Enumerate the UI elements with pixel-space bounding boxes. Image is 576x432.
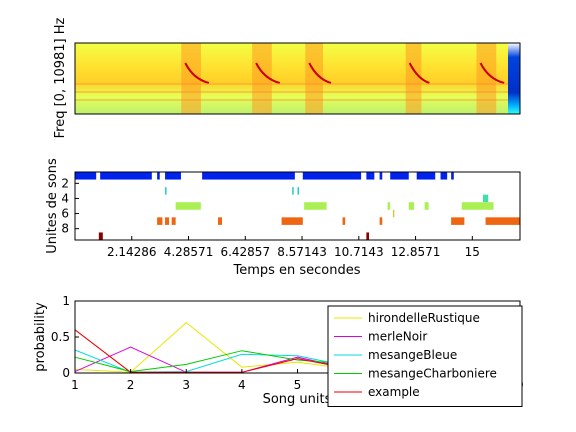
unit-segment	[218, 217, 223, 225]
legend-entry: merleNoir	[368, 330, 427, 344]
legend: hirondelleRustique merleNoir mesangeBleue m…	[327, 305, 523, 407]
spectrogram-ylabel: Freq [0, 10981] Hz	[53, 17, 68, 138]
probability-ylabel: probability	[33, 302, 48, 372]
x-tick-label: 2	[127, 378, 135, 392]
unit-segment	[297, 187, 299, 195]
units-panel: 2.14286 4.28571 6.42857 8.57143 10.7143 12.85…	[45, 158, 521, 278]
unit-segment	[366, 232, 370, 240]
x-tick-label: 8.57143	[277, 245, 327, 259]
unit-segment	[379, 172, 383, 180]
spectrogram-call-trace	[255, 62, 281, 84]
x-tick-label: 15	[465, 245, 480, 259]
unit-segment	[366, 172, 375, 180]
unit-segment	[451, 217, 465, 225]
unit-segment	[302, 172, 362, 180]
spectrogram-call-trace	[479, 62, 505, 84]
unit-segment	[387, 202, 391, 210]
unit-segment	[292, 187, 294, 195]
x-tick-label: 6.42857	[220, 245, 270, 259]
units-ylabel: Unites de sons	[45, 158, 60, 254]
spectrogram-burst	[181, 43, 201, 114]
unit-segment	[390, 172, 409, 180]
spectrogram-burst	[305, 43, 323, 114]
unit-segment	[157, 172, 160, 180]
units-frame	[74, 171, 521, 241]
unit-segment	[482, 194, 489, 203]
y-tick-label: 8	[61, 222, 69, 236]
spectrogram-call-trace	[408, 62, 430, 84]
y-tick-label: 6	[61, 207, 69, 221]
spectrogram-frame	[74, 42, 521, 115]
unit-segment	[171, 217, 176, 225]
unit-segment	[461, 202, 494, 210]
legend-entry: mesangeCharboniere	[368, 367, 497, 381]
spectrogram-burst	[252, 43, 272, 114]
y-tick-label: 2	[61, 176, 69, 190]
unit-segment	[424, 202, 429, 210]
unit-segment	[281, 217, 303, 225]
probability-panel: 12345678900.51 Song units probability hi…	[33, 294, 524, 407]
unit-segment	[408, 202, 415, 210]
unit-segment	[440, 172, 448, 180]
unit-segment	[165, 187, 167, 195]
x-tick-label: 4.28571	[164, 245, 214, 259]
spectrogram-call-trace	[308, 62, 332, 84]
spectrogram-bursts	[75, 43, 508, 114]
x-tick-label: 5	[294, 378, 302, 392]
legend-entry: hirondelleRustique	[368, 311, 480, 325]
x-tick-label: 1	[71, 378, 79, 392]
unit-segment	[485, 217, 520, 225]
unit-segment	[98, 232, 103, 240]
y-tick-label: 1	[62, 294, 70, 308]
x-tick-label: 10.7143	[334, 245, 384, 259]
spectrogram-call-trace	[184, 62, 210, 84]
x-tick-label: 4	[238, 378, 246, 392]
spectrogram-band	[75, 91, 508, 93]
y-tick-label: 4	[61, 191, 69, 205]
unit-segment	[75, 172, 97, 180]
legend-box	[327, 305, 523, 407]
unit-segment	[100, 172, 152, 180]
units-plot-area	[75, 172, 520, 240]
units-xlabel: Temps en secondes	[232, 263, 360, 278]
spectrogram-burst	[476, 43, 497, 114]
unit-segment	[175, 202, 201, 210]
unit-segment	[202, 172, 295, 180]
unit-segment	[379, 217, 383, 225]
unit-segment	[165, 217, 170, 225]
unit-segment	[416, 172, 436, 180]
unit-segment	[392, 209, 395, 218]
y-tick-label: 0	[62, 366, 70, 380]
x-tick-label: 12.8571	[391, 245, 441, 259]
legend-entry: example	[368, 385, 420, 399]
unit-segment	[451, 172, 454, 180]
x-tick-label: 2.14286	[107, 245, 157, 259]
spectrogram-background	[75, 43, 520, 114]
x-tick-label: 3	[182, 378, 190, 392]
y-tick-label: 0.5	[51, 330, 70, 344]
spectrogram-panel: Freq [0, 10981] Hz	[53, 17, 521, 138]
unit-segment	[157, 217, 163, 225]
spectrogram-colorbar	[508, 43, 520, 114]
unit-segment	[342, 217, 346, 225]
spectrogram-burst	[405, 43, 422, 114]
units-ticks: 2.14286 4.28571 6.42857 8.57143 10.7143 12.85…	[61, 176, 480, 259]
units-segments	[75, 172, 520, 240]
unit-segment	[165, 172, 181, 180]
legend-entry: mesangeBleue	[368, 348, 457, 362]
spectrogram-band	[75, 83, 508, 85]
unit-segment	[304, 202, 327, 210]
spectrogram-band	[75, 99, 508, 101]
probability-xlabel: Song units	[263, 392, 332, 407]
